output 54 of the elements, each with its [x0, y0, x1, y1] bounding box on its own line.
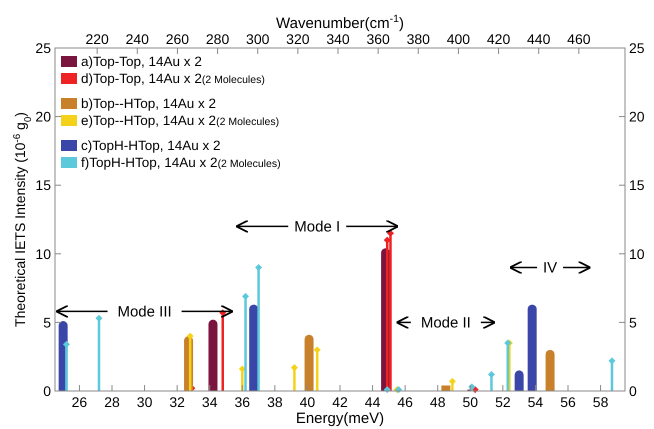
x2-tick-label: 320: [286, 31, 310, 47]
x-tick-label: 38: [267, 394, 283, 410]
legend-label: e)Top--HTop, 14Au x 2(2 Molecules): [81, 113, 280, 128]
annotation: Mode II: [420, 314, 471, 332]
x-tick-label: 44: [364, 394, 381, 410]
x-tick-label: 48: [430, 394, 446, 410]
x2-tick-label: 420: [486, 31, 510, 47]
x2-tick-label: 360: [366, 31, 390, 47]
x-tick-label: 52: [495, 394, 511, 410]
legend-label: d)Top-Top, 14Au x 2(2 Molecules): [81, 71, 265, 86]
legend-label: f)TopH-HTop, 14Au x 2(2 Molecules): [81, 155, 281, 170]
x-tick-label: 40: [300, 394, 316, 410]
legend-label: b)Top--HTop, 14Au x 2: [81, 96, 216, 111]
x2-tick-label: 240: [126, 31, 150, 47]
y2-tick-label: 5: [629, 314, 637, 330]
x-tick-label: 54: [528, 394, 544, 410]
x2-tick-label: 280: [206, 31, 230, 47]
legend-label: a)Top-Top, 14Au x 2: [81, 54, 202, 69]
y-tick-label: 20: [35, 108, 52, 125]
x2-tick-label: 340: [326, 31, 350, 47]
x-tick-label: 30: [136, 394, 153, 410]
x-tick-label: 26: [72, 394, 88, 410]
x2-tick-label: 400: [446, 31, 470, 47]
y-tick-label: 10: [35, 246, 52, 262]
x-tick-label: 42: [332, 394, 348, 410]
y2-tick-label: 20: [629, 108, 645, 125]
x2-tick-label: 440: [527, 31, 551, 47]
x-tick-label: 28: [104, 394, 120, 410]
y-tick-label: 25: [35, 40, 52, 56]
y2-tick-label: 0: [629, 383, 637, 399]
y-tick-label: 0: [43, 383, 52, 399]
x-tick-label: 58: [592, 394, 609, 410]
x-tick-label: 36: [234, 394, 250, 410]
legend-label: c)TopH-HTop, 14Au x 2: [81, 138, 221, 153]
y2-tick-label: 25: [629, 40, 645, 56]
x2-tick-label: 220: [85, 31, 110, 47]
y-tick-label: 15: [35, 177, 52, 194]
y2-tick-label: 10: [629, 246, 645, 262]
x-tick-label: 56: [560, 394, 576, 410]
x2-tick-label: 260: [166, 31, 190, 47]
annotation: Mode III: [117, 303, 172, 320]
annotation: Mode I: [294, 218, 340, 236]
annotation: IV: [542, 260, 558, 277]
x2-axis-title: Wavenumber(cm$^{-1}$): [276, 13, 404, 32]
x-tick-label: 46: [397, 394, 414, 410]
y2-tick-label: 15: [629, 177, 645, 194]
y-tick-label: 5: [43, 314, 52, 330]
x2-tick-label: 380: [406, 31, 430, 47]
x-tick-label: 32: [169, 394, 186, 410]
x2-tick-label: 300: [246, 31, 270, 47]
x-tick-label: 34: [202, 394, 218, 410]
x-tick-label: 50: [462, 394, 478, 410]
x2-tick-label: 460: [567, 31, 591, 47]
x-axis-title: Energy(meV): [296, 410, 384, 427]
